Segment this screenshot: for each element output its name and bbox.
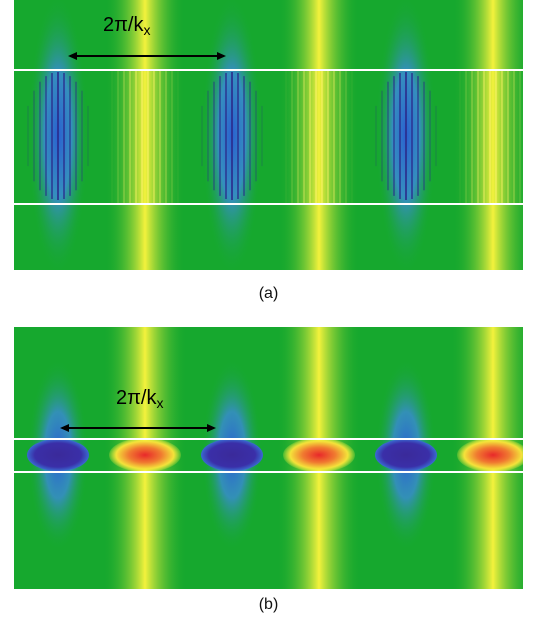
caption-b: (b): [258, 596, 279, 613]
arrow-head-right: [217, 52, 226, 60]
positive-lobe-2: [279, 0, 359, 270]
field-background: [14, 327, 523, 589]
field-background: [14, 0, 523, 270]
panel-b: 2π/kx: [14, 327, 523, 589]
arrow-head-right: [207, 424, 216, 432]
caption-a: (a): [258, 285, 279, 302]
panel-a: 2π/kx: [14, 0, 523, 270]
positive-lobe-3: [453, 0, 523, 270]
negative-core-1: [27, 439, 89, 471]
negative-core-2: [201, 439, 263, 471]
positive-core-3: [457, 438, 523, 472]
panel-a-field-plot: [14, 0, 523, 270]
positive-lobe-1: [105, 0, 185, 270]
arrow-head-left: [60, 424, 69, 432]
panel-b-field-plot: [14, 327, 523, 589]
positive-core-1: [109, 438, 181, 472]
negative-core-3: [375, 439, 437, 471]
positive-core-2: [283, 438, 355, 472]
wavelength-label-a: 2π/kx: [103, 14, 151, 38]
wavelength-label-b: 2π/kx: [116, 387, 164, 411]
arrow-head-left: [68, 52, 77, 60]
